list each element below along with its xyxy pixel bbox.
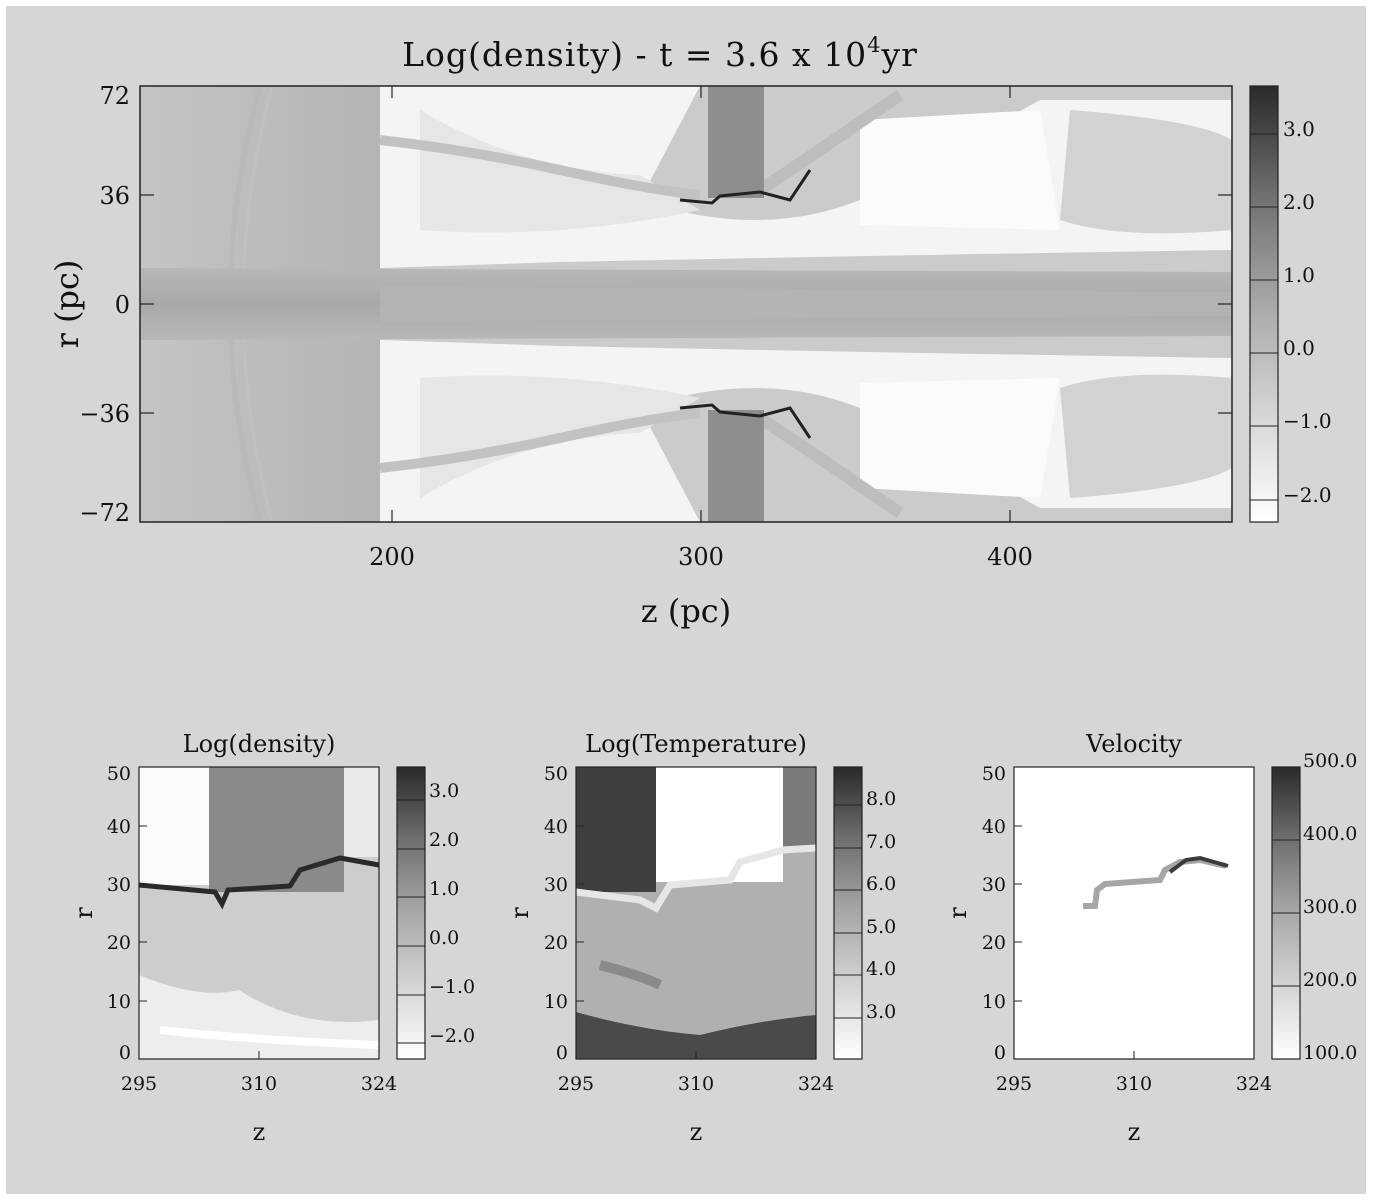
subpanel-ytick-label: 10 [107, 991, 131, 1013]
main-ytick-label: 0 [115, 291, 130, 319]
main-colorbar-label: 0.0 [1283, 336, 1315, 360]
colorbar-label: 300.0 [1303, 896, 1357, 918]
main-x-axis [391, 86, 1011, 522]
subpanel-ytick-label: 20 [982, 932, 1006, 954]
subpanel-ytick-label: 20 [544, 932, 568, 954]
subpanel-ytick-label: 40 [544, 816, 568, 838]
main-y-axis-label: r (pc) [48, 260, 86, 349]
colorbar-label: −2.0 [429, 1025, 475, 1047]
temperature-zoom-colorbar: 8.0 7.0 6.0 5.0 4.0 3.0 [833, 766, 896, 1060]
colorbar-label: 100.0 [1303, 1042, 1357, 1064]
main-ytick-label: 72 [99, 82, 130, 110]
main-y-axis [140, 194, 1232, 414]
main-colorbar-label: −1.0 [1283, 409, 1332, 433]
temperature-zoom-panel: Log(Temperature) 295 310 324 50 40 30 [506, 730, 896, 1146]
subpanel-ytick-label: 50 [982, 763, 1006, 785]
subpanel-ytick-label: 50 [107, 763, 131, 785]
main-ytick-label: −72 [79, 499, 130, 527]
main-xtick-label: 200 [369, 543, 415, 571]
subpanel-xtick-label: 295 [996, 1073, 1032, 1095]
subpanel-ytick-label: 0 [994, 1042, 1006, 1064]
main-colorbar: 3.0 2.0 1.0 0.0 −1.0 −2.0 [1249, 85, 1332, 523]
subpanel-xtick-label: 310 [678, 1073, 714, 1095]
main-colorbar-label: 3.0 [1283, 117, 1315, 141]
subpanel-x-axis-label: z [253, 1118, 266, 1146]
subpanel-xtick-label: 295 [121, 1073, 157, 1095]
main-colorbar-label: 1.0 [1283, 263, 1315, 287]
subpanel-title: Log(density) [183, 730, 336, 758]
colorbar-label: 8.0 [866, 788, 896, 810]
main-ytick-label: −36 [79, 400, 130, 428]
colorbar-label: 400.0 [1303, 823, 1357, 845]
subpanel-ytick-label: 0 [556, 1042, 568, 1064]
main-title: Log(density) - t = 3.6 x 104yr [402, 33, 918, 74]
main-xtick-label: 300 [678, 543, 724, 571]
temperature-zoom-map [575, 766, 817, 1060]
subpanel-xtick-label: 310 [1116, 1073, 1152, 1095]
colorbar-label: 500.0 [1303, 750, 1357, 772]
colorbar-label: 200.0 [1303, 969, 1357, 991]
subpanel-x-axis-label: z [690, 1118, 703, 1146]
subpanel-xtick-label: 324 [361, 1073, 397, 1095]
colorbar-label: 5.0 [866, 916, 896, 938]
subpanel-ytick-label: 40 [107, 816, 131, 838]
subpanel-xtick-label: 295 [558, 1073, 594, 1095]
subpanel-title: Log(Temperature) [585, 730, 807, 758]
subpanel-title: Velocity [1085, 730, 1182, 758]
subpanel-xtick-label: 310 [241, 1073, 277, 1095]
density-zoom-map [138, 766, 380, 1060]
colorbar-label: 3.0 [429, 780, 459, 802]
subpanel-ytick-label: 30 [544, 874, 568, 896]
colorbar-label: 1.0 [429, 878, 459, 900]
velocity-zoom-panel: Velocity 295 310 324 50 40 30 20 10 0 z … [944, 730, 1357, 1146]
colorbar-label: 7.0 [866, 831, 896, 853]
subpanel-xtick-label: 324 [798, 1073, 834, 1095]
main-colorbar-label: −2.0 [1283, 483, 1332, 507]
subpanel-ytick-label: 50 [544, 763, 568, 785]
main-xtick-label: 400 [987, 543, 1033, 571]
subpanel-xtick-label: 324 [1236, 1073, 1272, 1095]
main-panel: Log(density) - t = 3.6 x 104yr [48, 33, 1332, 630]
density-zoom-colorbar: 3.0 2.0 1.0 0.0 −1.0 −2.0 [396, 766, 475, 1060]
subpanel-y-axis-label: r [70, 907, 98, 919]
velocity-zoom-map [1013, 766, 1255, 1060]
subpanel-ytick-label: 20 [107, 932, 131, 954]
main-colorbar-label: 2.0 [1283, 190, 1315, 214]
colorbar-label: −1.0 [429, 976, 475, 998]
colorbar-label: 6.0 [866, 873, 896, 895]
main-ytick-label: 36 [99, 182, 130, 210]
subpanel-x-axis-label: z [1128, 1118, 1141, 1146]
main-density-map [139, 85, 1233, 523]
subpanel-ytick-label: 40 [982, 816, 1006, 838]
subpanel-ytick-label: 30 [107, 874, 131, 896]
colorbar-label: 3.0 [866, 1001, 896, 1023]
colorbar-label: 0.0 [429, 927, 459, 949]
subpanel-y-axis-label: r [944, 907, 972, 919]
subpanel-y-axis-label: r [506, 907, 534, 919]
subpanel-ytick-label: 30 [982, 874, 1006, 896]
main-x-axis-label: z (pc) [641, 592, 731, 630]
subpanel-ytick-label: 10 [982, 991, 1006, 1013]
colorbar-label: 2.0 [429, 829, 459, 851]
subpanel-ytick-label: 0 [119, 1042, 131, 1064]
density-zoom-panel: Log(density) 295 310 324 50 40 30 [70, 730, 475, 1146]
colorbar-label: 4.0 [866, 958, 896, 980]
velocity-zoom-colorbar: 500.0 400.0 300.0 200.0 100.0 [1271, 750, 1357, 1064]
subpanel-ytick-label: 10 [544, 991, 568, 1013]
